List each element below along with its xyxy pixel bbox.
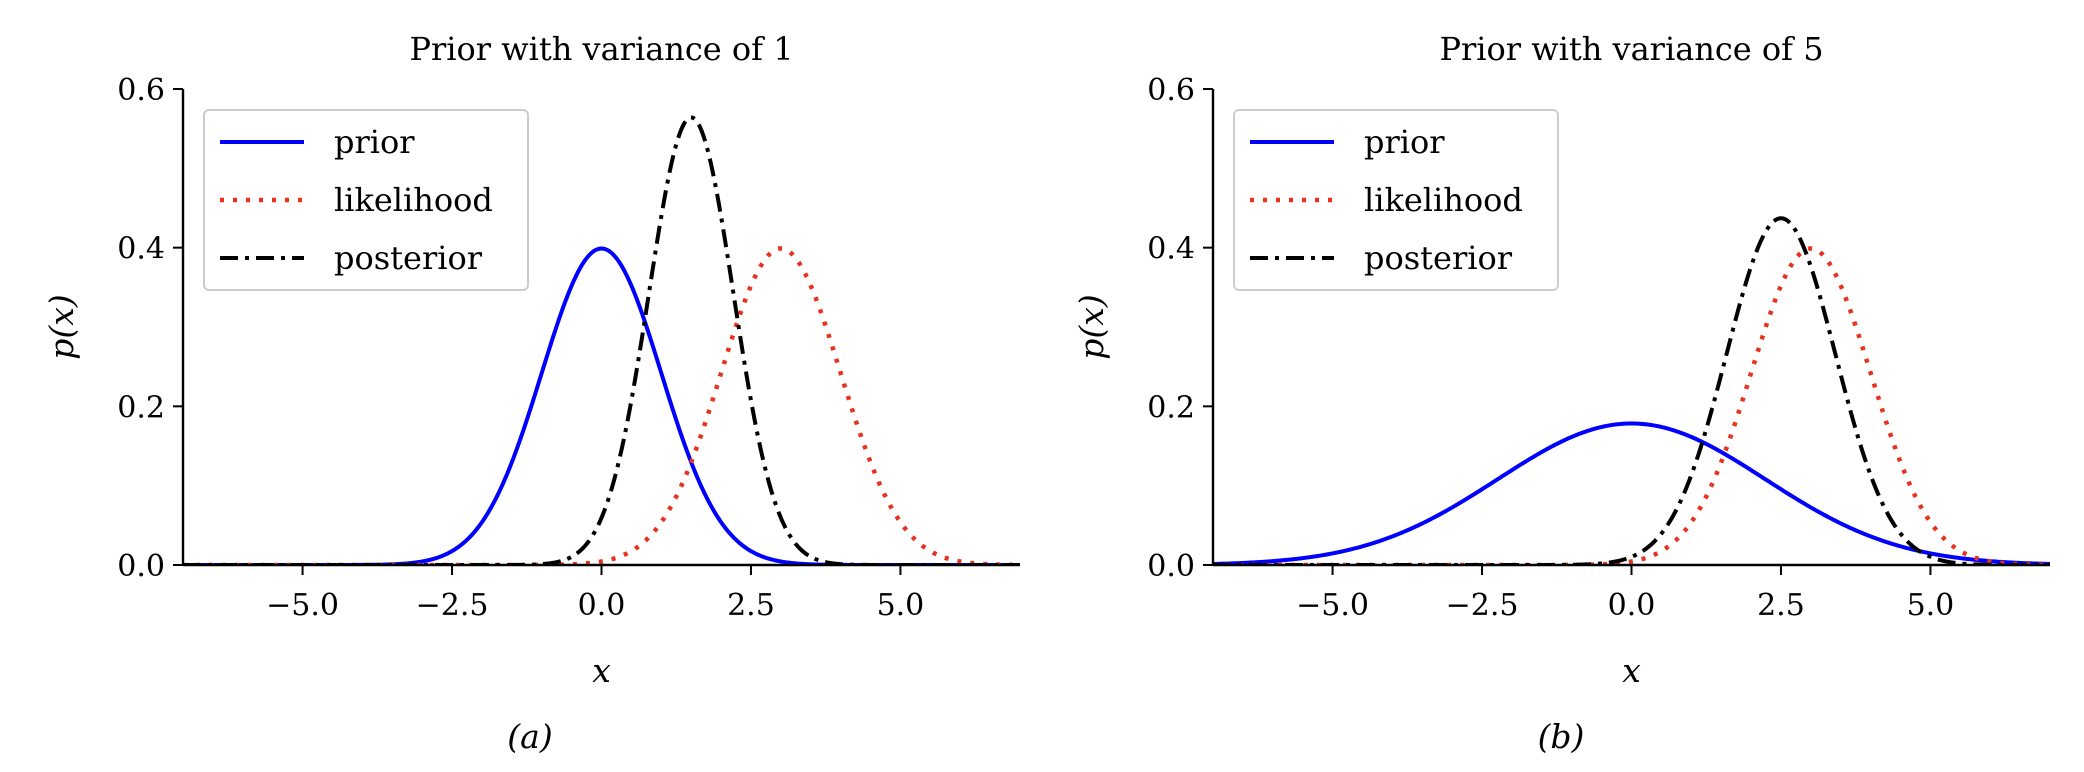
y-tick-label: 0.0 (1147, 549, 1195, 584)
x-tick-label: −5.0 (1296, 588, 1369, 623)
series-line-posterior (183, 115, 1020, 565)
y-tick-label: 0.6 (1147, 73, 1195, 108)
y-tick-label: 0.2 (117, 390, 165, 425)
legend-label-prior: prior (334, 123, 415, 161)
chart-panel-2: Prior with variance of 5 −5.0 −2.5 0.0 2.5 5.… (1072, 30, 2050, 756)
y-axis-label: p(x) (1072, 294, 1111, 359)
y-tick-label: 0.4 (117, 232, 165, 267)
series-line-prior (1213, 421, 2050, 565)
y-tick-label: 0.2 (1147, 390, 1195, 425)
x-axis-label: x (1622, 651, 1641, 690)
series-line-likelihood (1213, 246, 2050, 565)
x-tick-label: −2.5 (416, 588, 489, 623)
subfigure-caption: (a) (507, 717, 552, 756)
x-tick-label: 2.5 (1757, 588, 1805, 623)
x-tick-label: −2.5 (1446, 588, 1519, 623)
chart-panel-1: Prior with variance of 1 −5.0 −2.5 0.0 2.5 5.… (42, 30, 1020, 756)
y-tick-label: 0.0 (117, 549, 165, 584)
y-tick-label: 0.6 (117, 73, 165, 108)
legend-label-posterior: posterior (334, 239, 483, 277)
x-axis-label: x (592, 651, 611, 690)
legend-box (203, 109, 529, 291)
x-tick-label: 5.0 (1907, 588, 1955, 623)
x-tick-label: 0.0 (1608, 588, 1656, 623)
y-axis-label: p(x) (42, 294, 81, 359)
y-tick-label: 0.4 (1147, 232, 1195, 267)
chart-title: Prior with variance of 5 (1439, 30, 1823, 68)
legend-label-likelihood: likelihood (1364, 181, 1523, 219)
legend-label-posterior: posterior (1364, 239, 1513, 277)
x-tick-label: 2.5 (727, 588, 775, 623)
subfigure-caption: (b) (1538, 717, 1585, 756)
series-line-posterior (1213, 216, 2050, 565)
x-tick-label: −5.0 (266, 588, 339, 623)
legend-label-prior: prior (1364, 123, 1445, 161)
x-tick-label: 0.0 (578, 588, 626, 623)
legend-label-likelihood: likelihood (334, 181, 493, 219)
series-line-likelihood (183, 246, 1020, 565)
legend: prior likelihood posterior (1233, 109, 1559, 291)
legend: prior likelihood posterior (203, 109, 529, 291)
legend-box (1233, 109, 1559, 291)
plot-area (1213, 216, 2050, 565)
x-tick-label: 5.0 (877, 588, 925, 623)
chart-title: Prior with variance of 1 (409, 30, 793, 68)
